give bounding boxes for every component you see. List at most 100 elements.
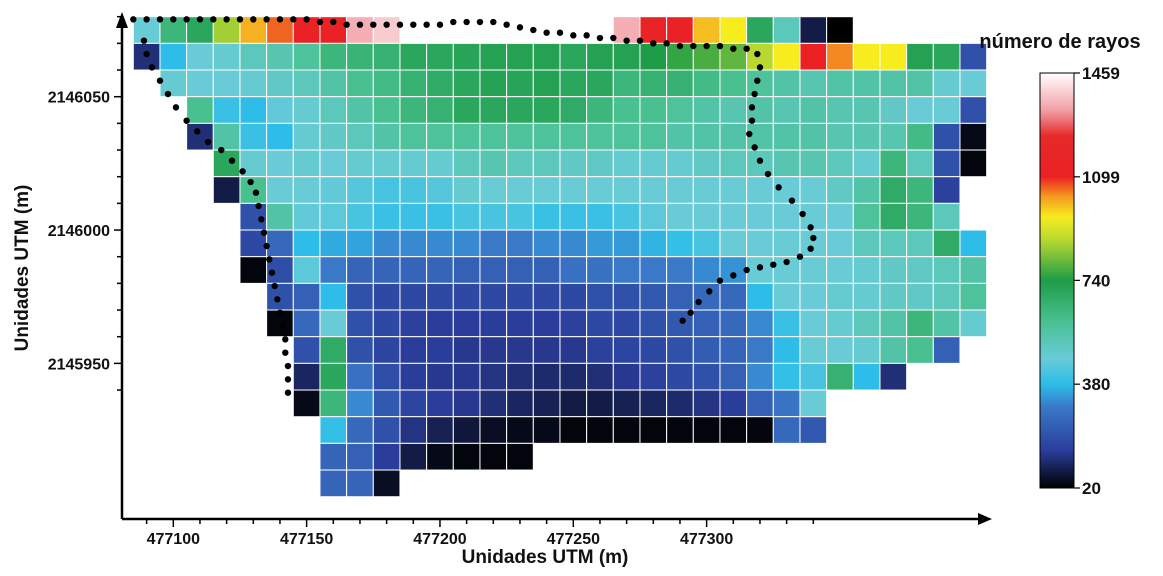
heatmap-cell	[319, 149, 348, 178]
heatmap-cell	[266, 69, 294, 98]
x-axis-title: Unidades UTM (m)	[462, 547, 629, 568]
heatmap-cell	[692, 122, 721, 151]
heatmap-cell	[692, 229, 721, 258]
heatmap-cell	[346, 16, 374, 44]
boundary-point	[228, 157, 236, 164]
boundary-point	[679, 317, 686, 324]
heatmap-cell	[426, 96, 454, 124]
heatmap-cell	[666, 416, 694, 444]
heatmap-cell	[906, 176, 934, 204]
heatmap-cell	[372, 96, 401, 124]
boundary-point	[410, 21, 417, 28]
heatmap-cell	[319, 362, 348, 391]
heatmap-cell	[906, 229, 934, 258]
boundary-point	[223, 16, 230, 23]
heatmap-cell	[639, 416, 668, 444]
boundary-point	[194, 128, 201, 135]
boundary-point	[423, 21, 430, 28]
boundary-point	[623, 37, 630, 44]
boundary-point	[636, 37, 644, 44]
heatmap-cell	[346, 416, 374, 444]
boundary-point	[650, 40, 657, 47]
heatmap-cell	[879, 149, 908, 178]
heatmap-cell	[559, 229, 588, 258]
heatmap-cell	[612, 69, 641, 98]
colorbar-label: 380	[1082, 375, 1110, 394]
heatmap-cell	[906, 42, 934, 71]
heatmap-cell	[612, 362, 641, 391]
heatmap-cell	[372, 309, 401, 338]
heatmap-cell	[826, 96, 854, 124]
heatmap-cell	[799, 149, 828, 178]
heatmap-cell	[799, 336, 828, 364]
heatmap-cell	[186, 69, 214, 98]
heatmap-cell	[772, 309, 801, 338]
heatmap-cell	[346, 122, 374, 151]
heatmap-cell	[612, 149, 641, 178]
heatmap-cell	[452, 202, 481, 231]
boundary-point	[316, 18, 324, 26]
heatmap-cell	[799, 416, 828, 444]
boundary-point	[676, 42, 684, 50]
boundary-point	[284, 389, 292, 396]
heatmap-cell	[826, 69, 854, 98]
boundary-point	[796, 253, 804, 260]
boundary-point	[463, 18, 470, 26]
boundary-point	[503, 21, 510, 28]
boundary-point	[290, 16, 297, 23]
heatmap-cell	[639, 309, 668, 338]
x-tick-label: 477300	[680, 531, 733, 548]
heatmap-cell	[532, 122, 561, 151]
heatmap-cell	[559, 96, 588, 124]
heatmap-cell	[399, 256, 428, 284]
heatmap-cell	[399, 202, 428, 231]
heatmap-cell	[212, 42, 241, 71]
heatmap-cell	[692, 389, 721, 418]
heatmap-cell	[532, 389, 561, 418]
heatmap-cell	[772, 96, 801, 124]
heatmap-cell	[292, 176, 321, 204]
heatmap-cell	[879, 256, 908, 284]
heatmap-cell	[532, 282, 561, 311]
heatmap-cell	[772, 202, 801, 231]
heatmap-cell	[852, 202, 881, 231]
boundary-point	[258, 216, 265, 223]
heatmap-cell	[719, 96, 748, 124]
boundary-point	[250, 16, 257, 23]
heatmap-cell	[639, 282, 668, 311]
heatmap-cell	[932, 256, 961, 284]
heatmap-cell	[479, 69, 508, 98]
heatmap-cell	[399, 309, 428, 338]
heatmap-cell	[346, 229, 374, 258]
heatmap-cell	[586, 229, 614, 258]
boundary-point	[751, 90, 758, 98]
heatmap-cell	[426, 202, 454, 231]
x-axis-ticks: 477100 477150 477200 477250 477300	[145, 519, 815, 548]
heatmap-cell	[319, 336, 348, 364]
boundary-point	[764, 170, 772, 178]
heatmap-cell	[639, 202, 668, 231]
heatmap-cell	[586, 336, 614, 364]
heatmap-cell	[639, 149, 668, 178]
heatmap-cell	[426, 362, 454, 391]
heatmap-cell	[799, 202, 828, 231]
boundary-point	[783, 258, 790, 266]
heatmap-cell	[612, 202, 641, 231]
heatmap-cell	[372, 416, 401, 444]
heatmap-cell	[372, 442, 401, 471]
boundary-point	[143, 16, 150, 23]
heatmap-cell	[239, 122, 268, 151]
boundary-point	[690, 42, 697, 50]
heatmap-cell	[612, 256, 641, 284]
boundary-point	[239, 168, 246, 175]
boundary-point	[266, 256, 273, 263]
heatmap-cell	[426, 149, 454, 178]
heatmap-cell	[932, 309, 961, 338]
heatmap-cell	[932, 42, 961, 71]
boundary-point	[716, 42, 724, 50]
heatmap-cell	[612, 229, 641, 258]
heatmap-cell	[879, 229, 908, 258]
boundary-point	[436, 21, 444, 28]
heatmap-cell	[799, 176, 828, 204]
heatmap-cell	[852, 282, 881, 311]
